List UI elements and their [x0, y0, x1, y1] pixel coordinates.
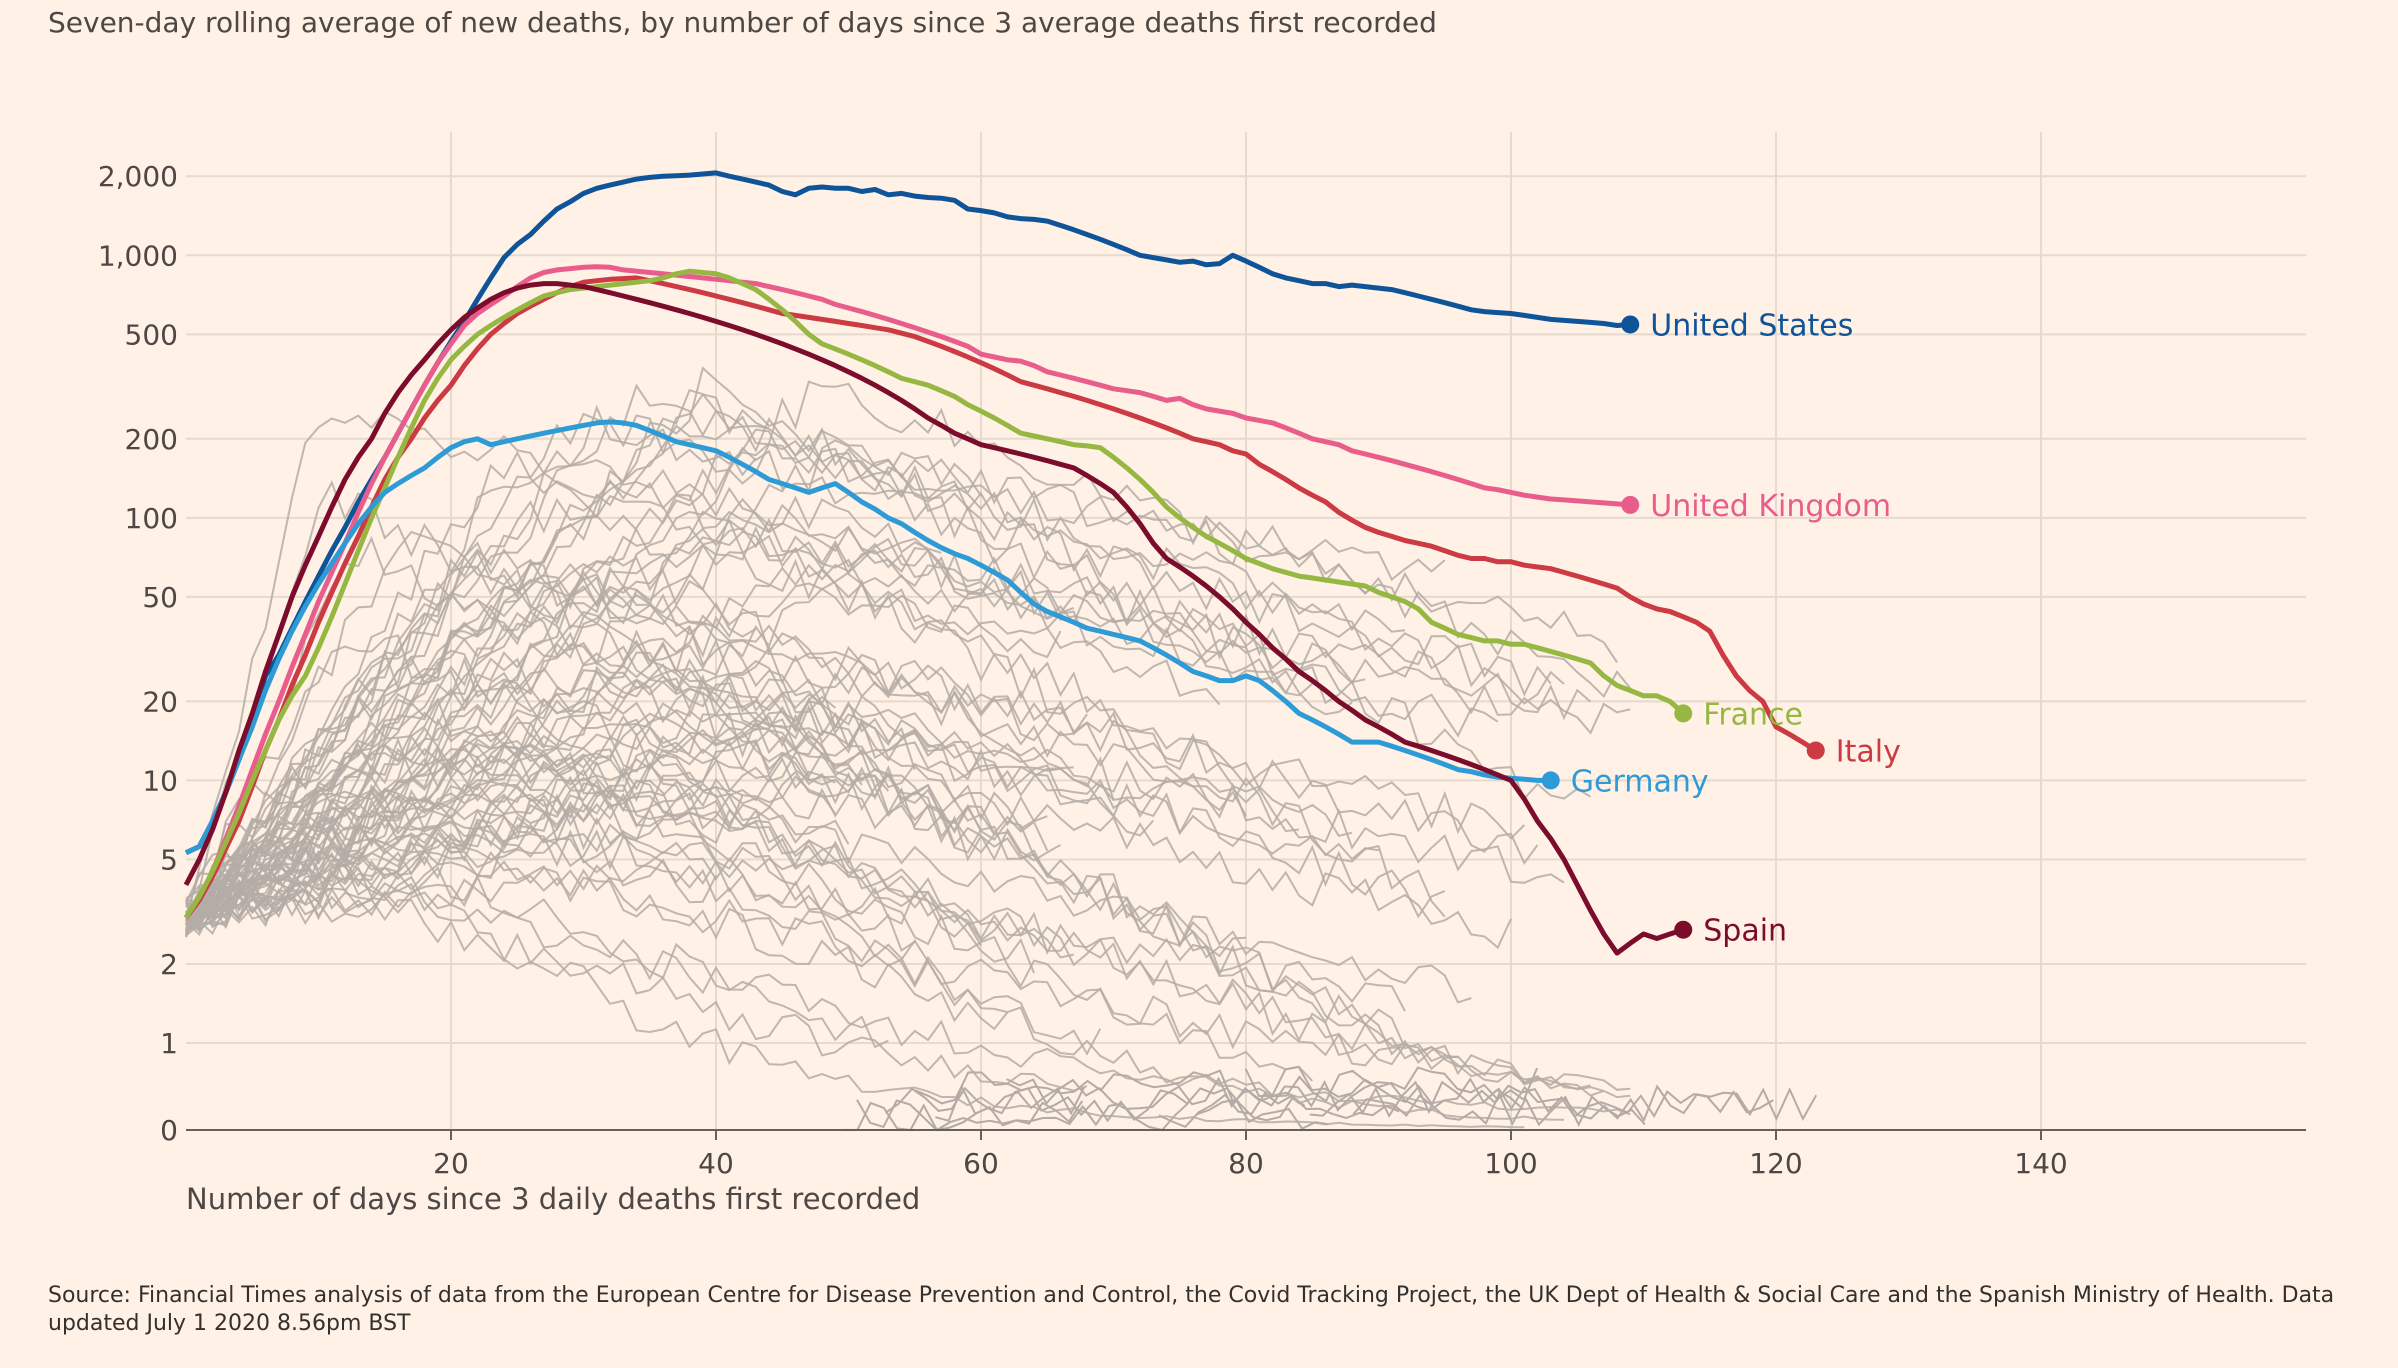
- series-line: [183, 268, 1685, 920]
- background-country-line: [185, 549, 1366, 927]
- background-country-line: [185, 737, 1102, 1056]
- highlighted-series-layer: United States United Kingdom Italy France Ge…: [183, 170, 1901, 956]
- x-tick-label: 120: [1749, 1147, 1802, 1180]
- background-country-line: [185, 537, 1353, 916]
- background-country-line: [185, 439, 982, 930]
- background-country-line: [185, 450, 1592, 930]
- background-country-line: [1158, 1092, 1306, 1128]
- y-tick-label: 500: [125, 318, 178, 351]
- background-country-line: [185, 570, 1300, 908]
- x-tick-label: 40: [698, 1147, 734, 1180]
- series-label: Spain: [1703, 914, 1787, 949]
- background-country-line: [1352, 1091, 1646, 1128]
- y-tick-label: 5: [160, 843, 178, 876]
- background-country-line: [1497, 1084, 1818, 1123]
- series-line: [183, 281, 1685, 956]
- background-country-line: [185, 549, 757, 905]
- background-country-line: [185, 850, 1406, 1067]
- background-country-line: [185, 717, 1155, 932]
- series-line: [184, 264, 1631, 920]
- x-tick-label: 140: [2014, 1147, 2067, 1180]
- y-tick-label: 2,000: [98, 160, 178, 193]
- background-country-line: [185, 471, 1499, 902]
- x-tick-label: 20: [433, 1147, 469, 1180]
- background-country-line: [185, 759, 837, 910]
- y-tick-label: 100: [125, 502, 178, 535]
- background-country-line: [185, 383, 1565, 916]
- series-label: France: [1703, 697, 1803, 732]
- background-country-line: [185, 649, 863, 938]
- series-line: [184, 275, 1818, 920]
- background-series-layer: [185, 366, 1818, 1132]
- background-country-line: [185, 711, 1512, 950]
- chart-plot: 0 1 2 5 10 20 50 100 200 500 1,000 2,000 20 40 60 80 100…: [98, 132, 2306, 1216]
- series-end-dot: [1806, 741, 1825, 760]
- y-tick-label: 2: [160, 948, 178, 981]
- series-end-dot: [1674, 920, 1693, 939]
- grid-layer: [186, 132, 2306, 1130]
- y-tick-label: 0: [160, 1114, 178, 1147]
- series-end-dot: [1674, 704, 1693, 723]
- x-tick-label: 80: [1228, 1147, 1264, 1180]
- series-end-dot: [1541, 771, 1560, 790]
- background-country-line: [185, 412, 1552, 922]
- background-country-line: [185, 480, 1459, 1063]
- background-country-line: [1006, 1076, 1524, 1112]
- background-country-line: [185, 517, 1631, 915]
- background-country-line: [884, 1086, 1086, 1116]
- background-country-line: [185, 555, 1074, 920]
- y-tick-label: 200: [125, 423, 178, 456]
- background-country-line: [185, 380, 1632, 935]
- background-country-line: [185, 428, 1446, 927]
- y-tick-label: 10: [142, 764, 178, 797]
- background-country-line: [185, 429, 1618, 926]
- background-country-line: [185, 629, 1526, 938]
- y-tick-label: 50: [142, 581, 178, 614]
- background-country-line: [185, 875, 1631, 1116]
- series-label: Italy: [1836, 735, 1901, 770]
- series-label: United States: [1650, 308, 1853, 343]
- series-end-dot: [1621, 315, 1640, 334]
- background-country-line: [185, 744, 1472, 1004]
- background-country-line: [914, 1069, 1433, 1105]
- source-note: Source: Financial Times analysis of data…: [48, 1283, 2335, 1336]
- x-tick-label: 100: [1484, 1147, 1537, 1180]
- background-country-line: [856, 1099, 1084, 1132]
- y-tick-label: 20: [142, 685, 178, 718]
- background-country-line: [185, 761, 982, 947]
- background-country-line: [185, 787, 1061, 924]
- background-country-line: [185, 530, 1539, 903]
- y-tick-label: 1,000: [98, 239, 178, 272]
- chart-subtitle: Seven-day rolling average of new deaths,…: [48, 6, 1437, 39]
- background-country-line: [185, 744, 1631, 1091]
- background-country-line: [1309, 1080, 1774, 1118]
- background-country-line: [185, 525, 1353, 922]
- series-end-dot: [1621, 495, 1640, 514]
- y-tick-label: 1: [160, 1027, 178, 1060]
- axis-layer: 0 1 2 5 10 20 50 100 200 500 1,000 2,000 20 40 60 80 100…: [98, 160, 2306, 1180]
- background-country-line: [935, 1084, 1400, 1123]
- background-country-line: [185, 723, 1591, 1090]
- background-country-line: [185, 751, 1605, 1093]
- background-country-line: [185, 366, 1592, 937]
- x-tick-label: 60: [963, 1147, 999, 1180]
- background-country-line: [185, 742, 1314, 1082]
- background-country-line: [185, 838, 1075, 959]
- background-country-line: [185, 860, 1009, 1031]
- background-country-line: [185, 844, 1525, 1129]
- background-country-line: [185, 410, 942, 922]
- background-country-line: [185, 651, 1631, 1099]
- x-axis-title: Number of days since 3 daily deaths firs…: [186, 1182, 920, 1216]
- series-label: United Kingdom: [1650, 489, 1891, 524]
- series-line: [184, 419, 1551, 856]
- background-country-line: [185, 788, 916, 953]
- background-country-line: [1195, 1098, 1329, 1130]
- background-country-line: [185, 656, 1035, 974]
- background-country-line: [185, 590, 1115, 936]
- background-country-line: [185, 404, 757, 917]
- background-country-line: [185, 871, 1088, 1092]
- series-label: Germany: [1571, 764, 1709, 799]
